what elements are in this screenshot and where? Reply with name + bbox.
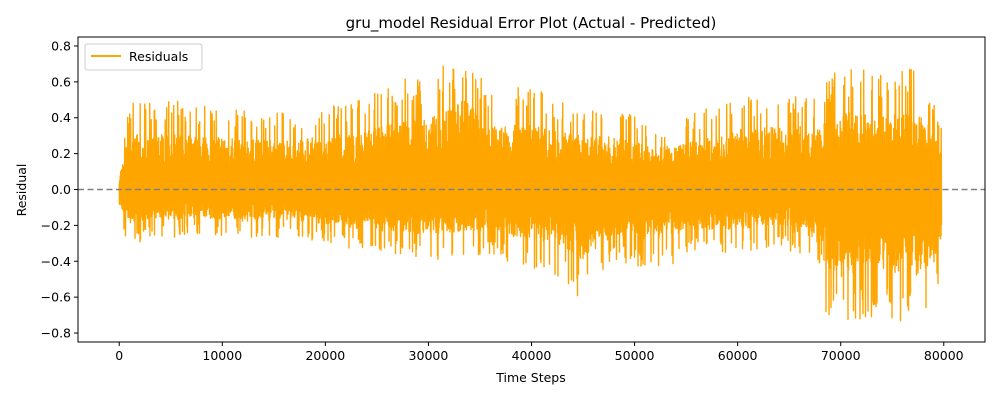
y-tick-label: 0.2	[51, 146, 71, 161]
x-tick-label: 50000	[615, 348, 655, 363]
chart-title: gru_model Residual Error Plot (Actual - …	[346, 14, 717, 33]
x-tick-label: 20000	[305, 348, 345, 363]
plot-frame	[77, 36, 986, 343]
x-tick-label: 40000	[512, 348, 552, 363]
residuals-series-line	[118, 65, 943, 322]
y-axis-label: Residual	[14, 164, 29, 217]
x-tick-label: 30000	[409, 348, 449, 363]
y-tick-label: 0.6	[51, 74, 71, 89]
y-tick-label: 0.4	[51, 110, 71, 125]
y-tick-label: −0.8	[41, 326, 71, 341]
y-axis: −0.8 −0.6 −0.4 −0.2 0.0 0.2 0.4 0.6 0.8	[41, 38, 78, 341]
y-tick-label: 0.8	[51, 38, 71, 53]
x-axis: 0 10000 20000 30000 40000 50000 60000 70000 8000…	[115, 342, 964, 363]
x-tick-label: 70000	[821, 348, 861, 363]
y-tick-label: −0.6	[41, 290, 71, 305]
y-tick-label: −0.2	[41, 218, 71, 233]
plot-area	[78, 65, 985, 322]
y-tick-label: 0.0	[51, 182, 71, 197]
x-tick-label: 60000	[718, 348, 758, 363]
x-tick-label: 80000	[924, 348, 964, 363]
legend-label-residuals: Residuals	[129, 49, 188, 64]
x-axis-label: Time Steps	[495, 370, 566, 385]
y-tick-label: −0.4	[41, 254, 71, 269]
x-tick-label: 10000	[202, 348, 242, 363]
legend-box	[84, 43, 203, 71]
legend: Residuals	[84, 43, 203, 71]
x-tick-label: 0	[115, 348, 123, 363]
